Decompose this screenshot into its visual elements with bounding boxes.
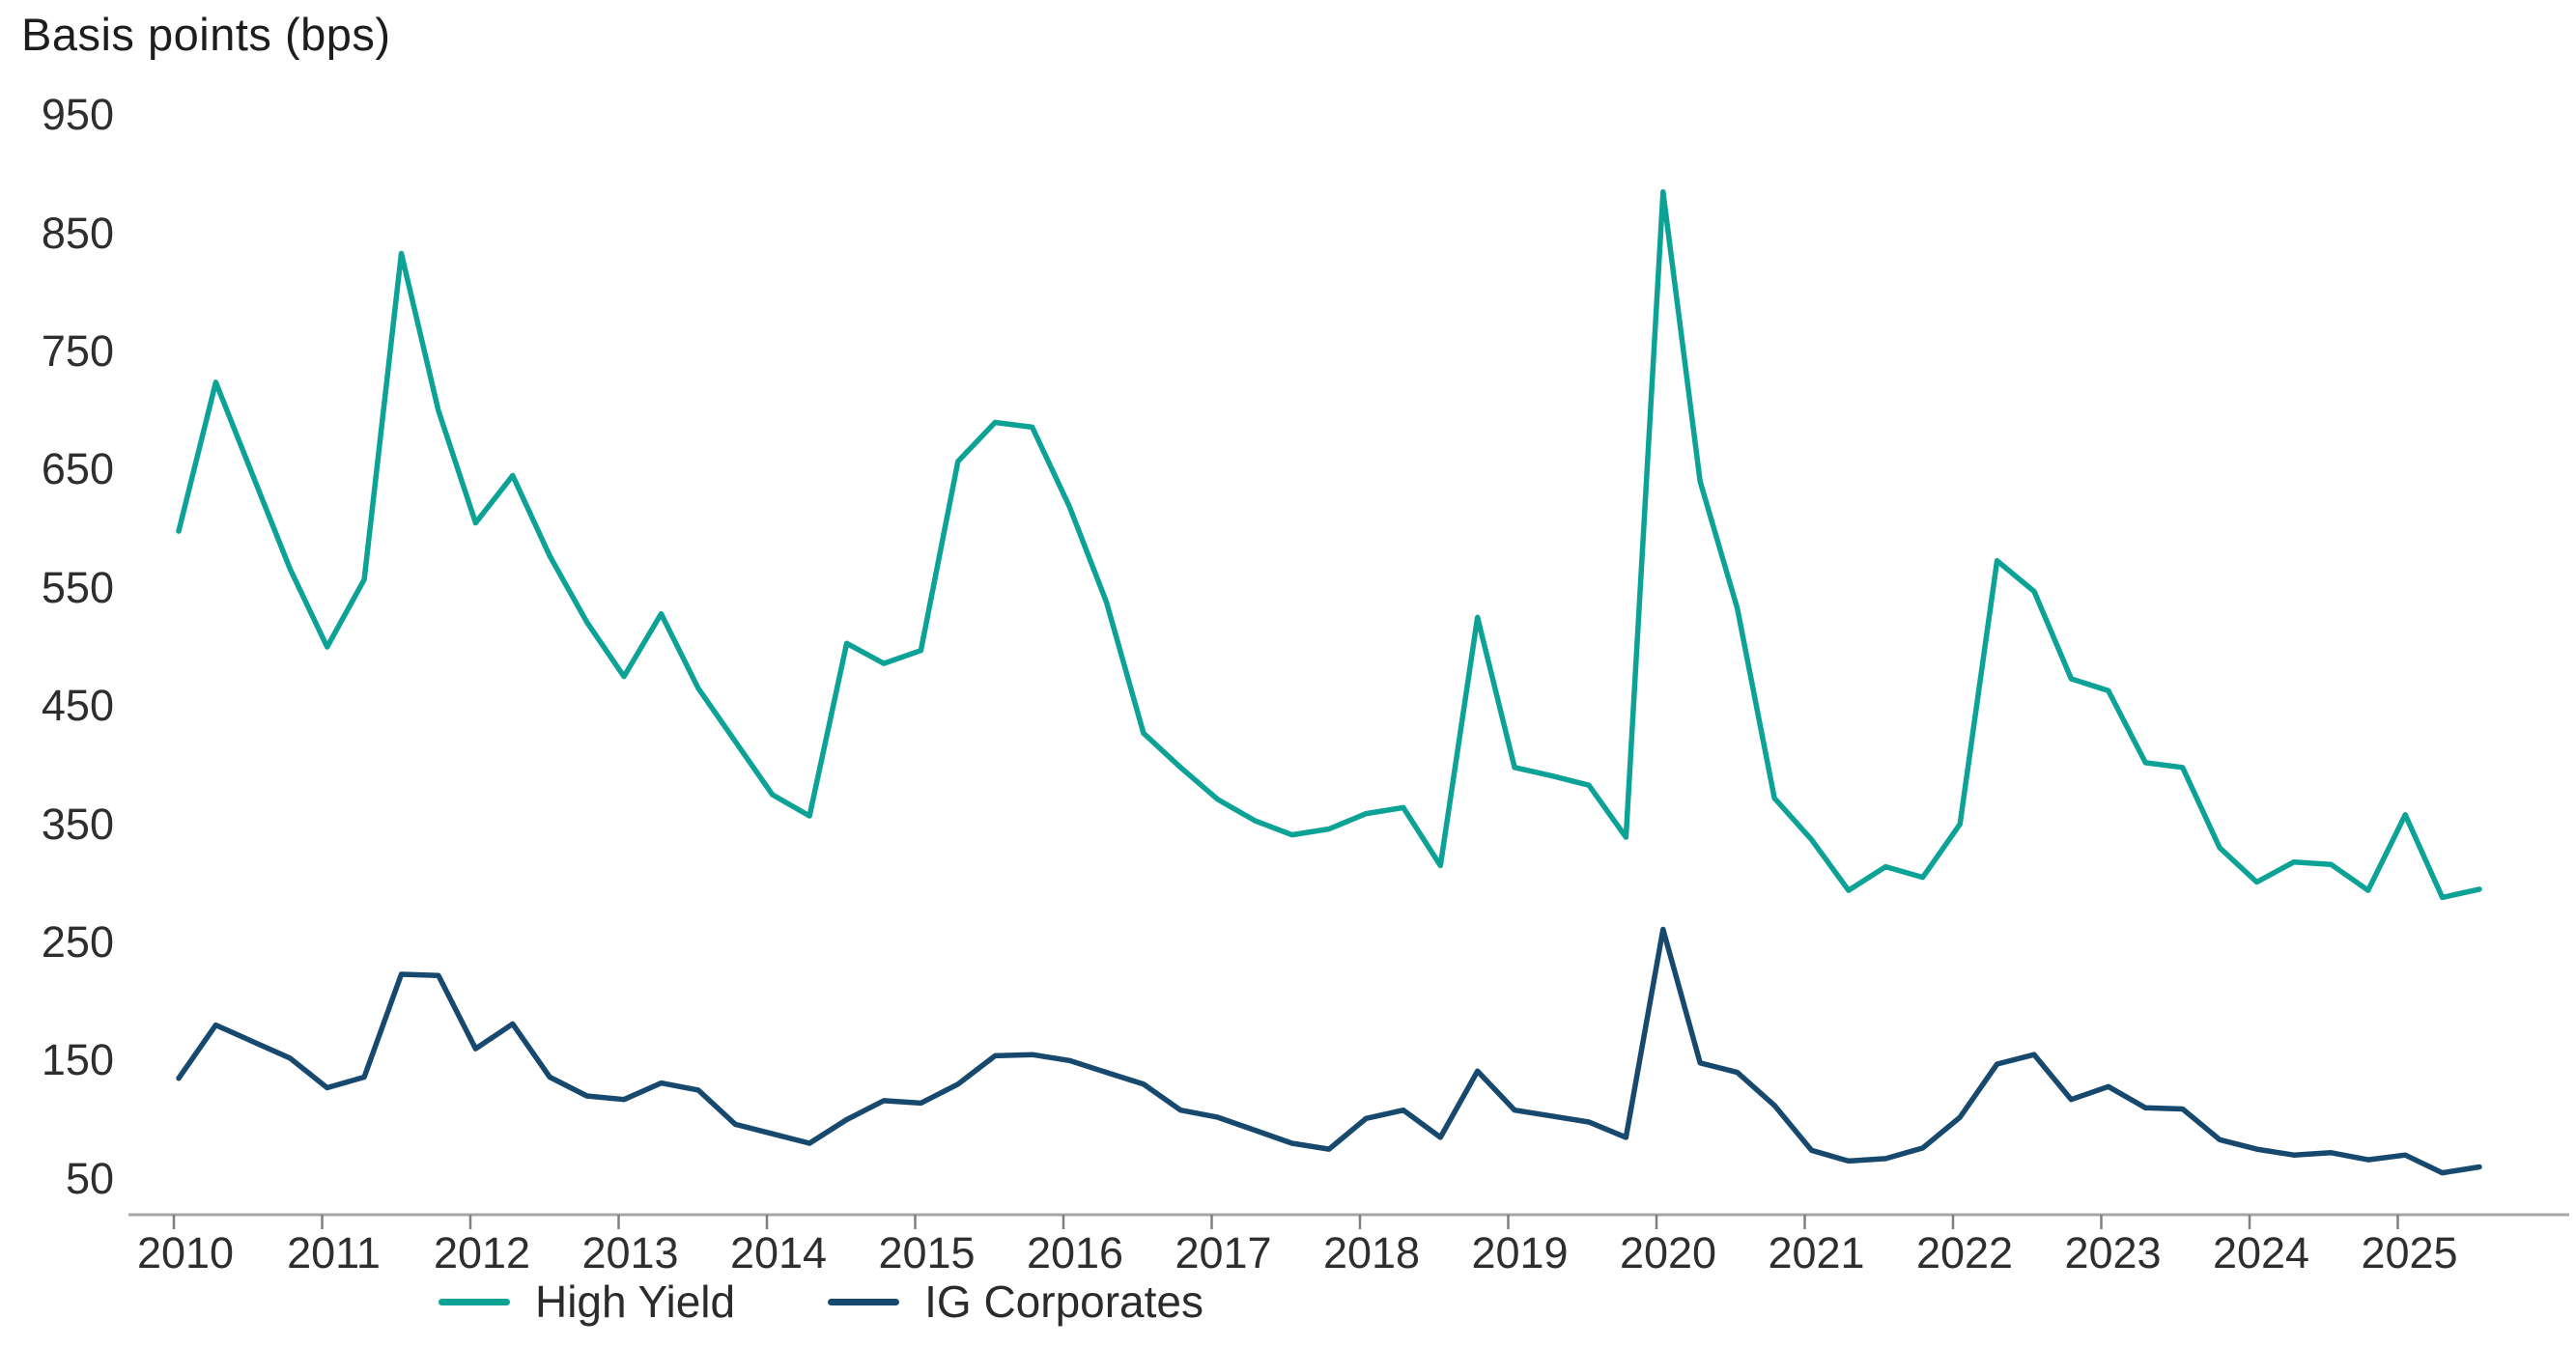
y-axis-label-950: 950	[41, 90, 114, 140]
x-axis-label-2019: 2019	[1471, 1228, 1569, 1277]
y-axis-label-350: 350	[41, 799, 114, 849]
x-axis-label-2023: 2023	[2064, 1228, 2162, 1277]
ig-corporates-line-swatch-icon	[828, 1298, 900, 1305]
x-axis-label-2020: 2020	[1619, 1228, 1717, 1277]
y-axis-label-750: 750	[41, 326, 114, 377]
chart-title: Basis points (bps)	[21, 9, 391, 60]
x-axis-label-2024: 2024	[2212, 1228, 2310, 1277]
high-yield-line-swatch-icon	[438, 1298, 510, 1305]
y-axis-label-50: 50	[65, 1153, 114, 1203]
x-axis-label-2016: 2016	[1026, 1228, 1124, 1277]
y-axis-label-250: 250	[41, 916, 114, 967]
legend-item-ig-corporates: IG Corporates	[828, 1276, 1203, 1328]
y-axis-label-650: 650	[41, 444, 114, 494]
x-axis-label-2025: 2025	[2361, 1228, 2458, 1277]
x-axis-label-2017: 2017	[1175, 1228, 1272, 1277]
y-axis-label-550: 550	[41, 562, 114, 612]
high-yield-line	[176, 189, 2482, 901]
x-axis-label-2014: 2014	[729, 1228, 828, 1277]
legend-label-high-yield: High Yield	[534, 1277, 736, 1327]
x-axis-label-2021: 2021	[1768, 1228, 1865, 1277]
legend-label-ig-corporates: IG Corporates	[924, 1277, 1204, 1327]
x-axis-label-2012: 2012	[433, 1228, 531, 1277]
x-axis-label-2010: 2010	[136, 1228, 235, 1277]
x-axis-label-2022: 2022	[1915, 1228, 2014, 1277]
x-axis-label-2018: 2018	[1322, 1228, 1421, 1277]
x-axis-label-2011: 2011	[287, 1228, 381, 1277]
x-axis-label-2015: 2015	[878, 1228, 976, 1277]
y-axis-label-150: 150	[41, 1035, 114, 1085]
legend-item-high-yield: High Yield	[438, 1276, 736, 1328]
y-axis-label-850: 850	[41, 208, 114, 258]
ig-corporates-line	[176, 926, 2482, 1176]
chart-legend: High Yield IG Corporates	[0, 1273, 1642, 1331]
x-axis-label-2013: 2013	[581, 1228, 679, 1277]
y-axis-label-450: 450	[41, 681, 114, 731]
